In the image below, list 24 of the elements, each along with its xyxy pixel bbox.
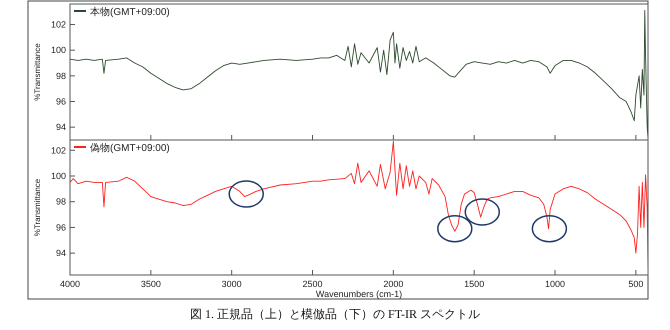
y-tick-label: 94: [56, 248, 66, 258]
y-axis-title: %Transmittance: [33, 178, 42, 236]
x-axis-title: Wavenumbers (cm-1): [316, 289, 402, 299]
x-tick-label: 3500: [140, 279, 161, 289]
x-tick-label: 2500: [302, 279, 323, 289]
x-tick-label: 4000: [60, 279, 80, 289]
x-tick-label: 1500: [464, 279, 484, 289]
y-tick-label: 94: [56, 122, 66, 132]
y-tick-label: 98: [56, 196, 66, 207]
x-tick-label: 1000: [545, 279, 566, 289]
y-tick-label: 96: [56, 222, 66, 232]
y-tick-label: 102: [50, 145, 66, 156]
legend-label: 偽物(GMT+09:00): [90, 142, 170, 154]
y-tick-label: 100: [50, 45, 66, 56]
legend-label: 本物(GMT+09:00): [90, 6, 170, 18]
caption: 図 1. 正規品（上）と模倣品（下）の FT-IR スペクトル: [190, 307, 480, 321]
y-tick-label: 96: [56, 96, 66, 107]
y-tick-label: 100: [50, 171, 66, 181]
x-tick-label: 500: [628, 279, 644, 289]
y-tick-label: 102: [50, 20, 66, 30]
y-axis-title: %Transmittance: [33, 42, 42, 101]
x-tick-label: 2000: [383, 279, 404, 289]
x-tick-label: 3000: [222, 279, 242, 289]
y-tick-label: 98: [56, 70, 66, 81]
